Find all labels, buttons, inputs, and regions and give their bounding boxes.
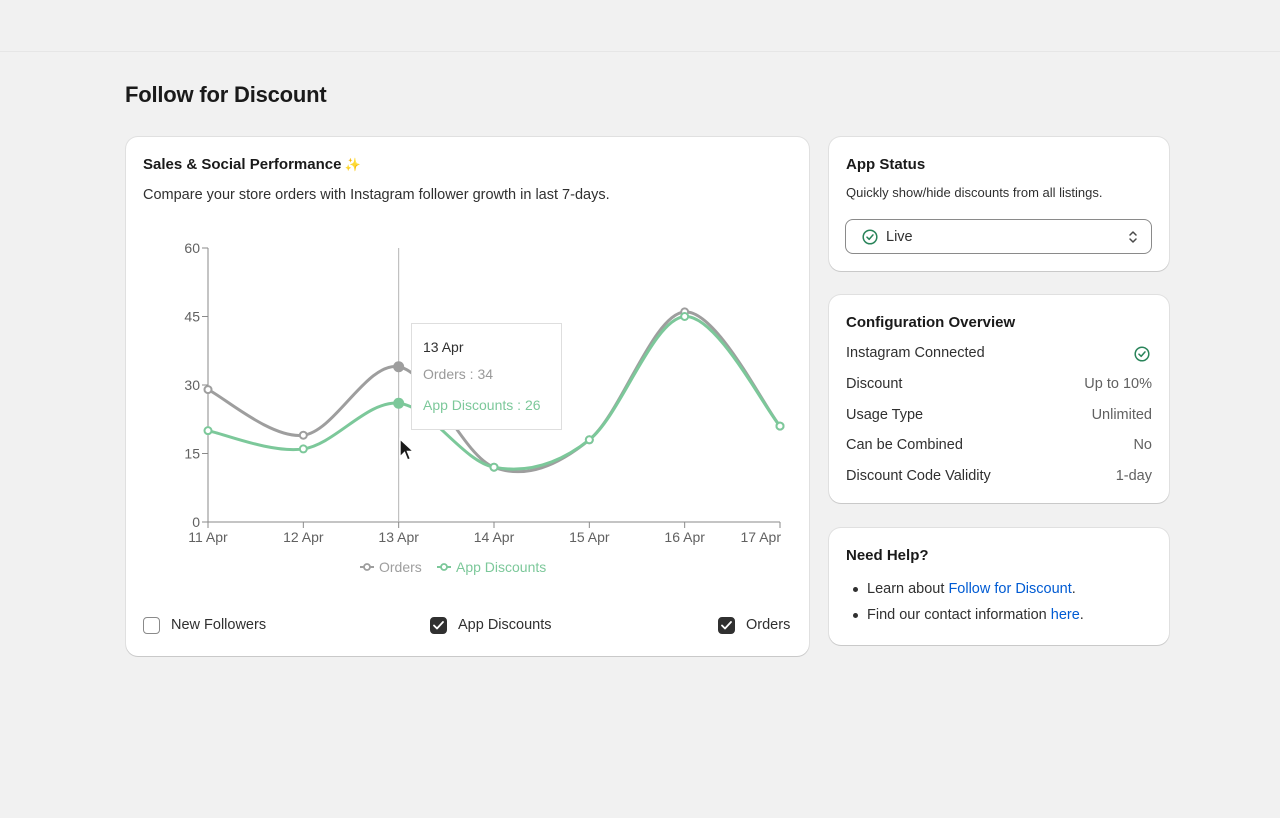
config-value: No <box>1133 437 1152 453</box>
app-status-card: App Status Quickly show/hide discounts f… <box>829 137 1169 271</box>
data-point-active-app-discounts <box>393 397 405 409</box>
help-item-learn: Learn about Follow for Discount. <box>851 579 1084 605</box>
config-title: Configuration Overview <box>846 314 1016 331</box>
help-card: Need Help? Learn about Follow for Discou… <box>829 528 1169 645</box>
y-tick-label: 15 <box>184 446 200 462</box>
config-value: 1-day <box>1115 468 1152 484</box>
tooltip-date: 13 Apr <box>423 339 464 355</box>
tooltip-orders: Orders : 34 <box>423 366 494 382</box>
checkbox-new-followers-label: New Followers <box>171 617 267 633</box>
app-status-title: App Status <box>846 156 926 173</box>
config-label: Instagram Connected <box>846 345 985 361</box>
performance-title: Sales & Social Performance ✨ <box>143 156 361 173</box>
x-tick-label: 12 Apr <box>283 529 324 545</box>
sparkle-icon: ✨ <box>344 157 361 172</box>
checkbox-app-discounts[interactable]: App Discounts <box>430 615 552 635</box>
config-label: Discount <box>846 376 903 392</box>
checkbox-app-discounts-box[interactable] <box>430 616 447 634</box>
y-tick-label: 60 <box>184 240 200 256</box>
data-point-active-orders <box>393 361 405 373</box>
config-overview-card: Configuration Overview Instagram Connect… <box>829 295 1169 503</box>
tooltip-discounts: App Discounts : 26 <box>423 397 541 413</box>
app-status-value: Live <box>886 228 913 245</box>
checkbox-app-discounts-label: App Discounts <box>458 617 552 633</box>
config-value: Unlimited <box>1091 407 1152 423</box>
x-tick-label: 15 Apr <box>569 529 610 545</box>
config-row-instagram: Instagram Connected <box>846 345 1152 365</box>
x-tick-label: 17 Apr <box>741 529 782 545</box>
help-item-text: Learn about <box>867 581 949 597</box>
checkbox-orders-label: Orders <box>746 617 791 633</box>
performance-card: Sales & Social Performance ✨ Compare your… <box>126 137 809 656</box>
config-row-discount: Discount Up to 10% <box>846 376 1152 396</box>
legend-label-app-discounts: App Discounts <box>456 559 546 575</box>
config-label: Discount Code Validity <box>846 468 991 484</box>
legend-marker-orders <box>363 563 371 571</box>
help-item-text: Find our contact information <box>867 607 1051 623</box>
y-tick-label: 30 <box>184 377 200 393</box>
check-circle-icon <box>1134 346 1150 362</box>
checkbox-new-followers[interactable]: New Followers <box>143 615 266 635</box>
y-tick-label: 0 <box>192 514 200 530</box>
x-tick-label: 16 Apr <box>664 529 705 545</box>
x-tick-label: 13 Apr <box>378 529 419 545</box>
y-tick-label: 45 <box>184 309 200 325</box>
help-list: Learn about Follow for Discount. Find ou… <box>851 579 1084 631</box>
performance-title-text: Sales & Social Performance <box>143 156 342 173</box>
legend-label-orders: Orders <box>379 559 422 575</box>
data-point-app-discounts <box>775 421 785 431</box>
x-tick-label: 11 Apr <box>188 529 228 545</box>
checkmark-icon <box>433 620 444 629</box>
app-status-select[interactable]: Live <box>845 219 1152 254</box>
follow-for-discount-link[interactable]: Follow for Discount <box>948 581 1072 597</box>
data-point-app-discounts <box>680 312 690 321</box>
data-point-app-discounts <box>298 444 308 454</box>
data-point-app-discounts <box>203 426 213 436</box>
config-row-combined: Can be Combined No <box>846 437 1152 457</box>
config-label: Can be Combined <box>846 437 963 453</box>
config-row-usage-type: Usage Type Unlimited <box>846 407 1152 427</box>
performance-chart[interactable]: 0 15 30 45 60 11 Apr 12 Apr 13 Apr 14 Apr 15 Apr 1… <box>126 137 809 597</box>
top-bar <box>0 0 1280 52</box>
checkbox-orders-box[interactable] <box>718 616 735 634</box>
contact-here-link[interactable]: here <box>1050 607 1080 623</box>
data-point-app-discounts <box>584 435 594 445</box>
data-point-app-discounts <box>489 462 499 472</box>
select-chevrons-icon <box>1129 231 1137 243</box>
page-title: Follow for Discount <box>125 82 327 107</box>
help-item-contact: Find our contact information here. <box>851 605 1084 631</box>
performance-description: Compare your store orders with Instagram… <box>143 187 610 203</box>
legend-marker-app-discounts <box>440 563 448 571</box>
help-item-suffix: . <box>1071 581 1076 597</box>
checkbox-orders[interactable]: Orders <box>718 615 790 635</box>
help-item-suffix: . <box>1079 607 1084 623</box>
check-circle-icon <box>862 228 878 245</box>
checkbox-new-followers-box[interactable] <box>143 616 160 634</box>
mouse-pointer-icon <box>399 437 416 461</box>
config-label: Usage Type <box>846 407 924 423</box>
help-title: Need Help? <box>846 547 929 564</box>
chart-tooltip: 13 Apr Orders : 34 App Discounts : 26 <box>411 323 562 430</box>
x-tick-label: 14 Apr <box>474 529 515 545</box>
config-row-validity: Discount Code Validity 1-day <box>846 468 1152 488</box>
checkmark-icon <box>721 620 732 629</box>
data-point-orders <box>298 430 308 440</box>
app-status-description: Quickly show/hide discounts from all lis… <box>846 185 1103 200</box>
config-value: Up to 10% <box>1084 376 1152 392</box>
data-point-orders <box>203 385 213 395</box>
